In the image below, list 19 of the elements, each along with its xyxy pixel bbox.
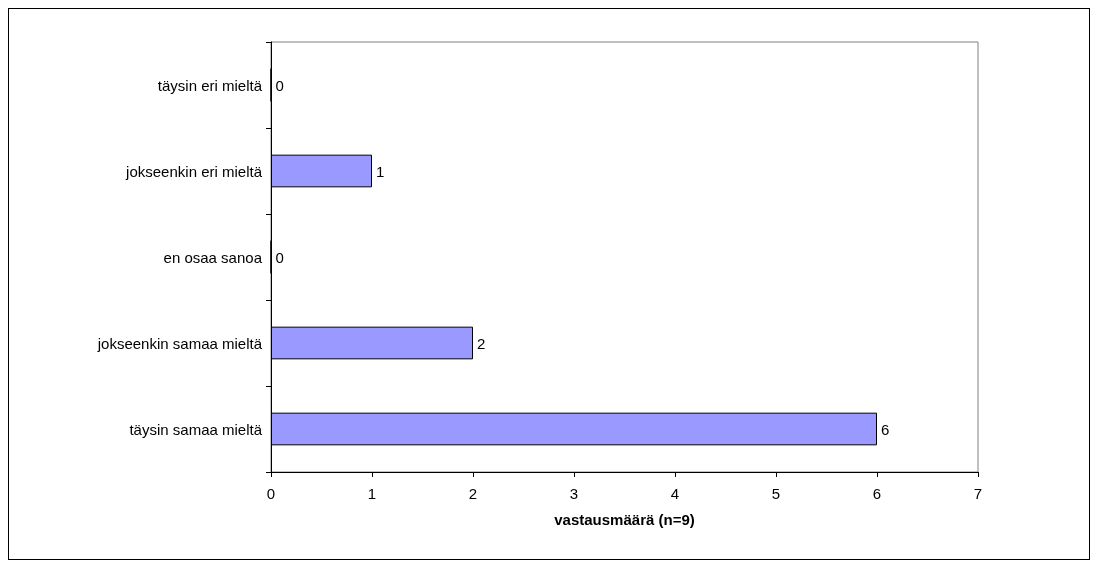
y-tick-label: täysin samaa mieltä [129,420,263,438]
data-label: 2 [477,334,486,352]
x-tick-label: 1 [367,485,377,502]
y-tick-label: täysin eri mieltä [157,76,263,94]
data-label: 0 [275,76,284,94]
y-tick-label: en osaa sanoa [163,248,263,266]
x-axis-title: vastausmäärä (n=9) [554,511,695,528]
x-tick-label: 3 [569,485,579,502]
x-tick-label: 6 [872,485,882,502]
data-label: 1 [376,162,385,180]
y-tick-label: jokseenkin samaa mieltä [96,334,263,352]
x-tick-label: 5 [771,485,781,502]
x-tick-label: 7 [973,485,983,502]
x-tick-label: 4 [670,485,680,502]
x-tick-label: 2 [468,485,478,502]
x-tick-label: 0 [266,485,276,502]
data-label: 0 [275,248,284,266]
data-label: 6 [881,420,890,438]
y-tick-label: jokseenkin eri mieltä [125,162,263,180]
